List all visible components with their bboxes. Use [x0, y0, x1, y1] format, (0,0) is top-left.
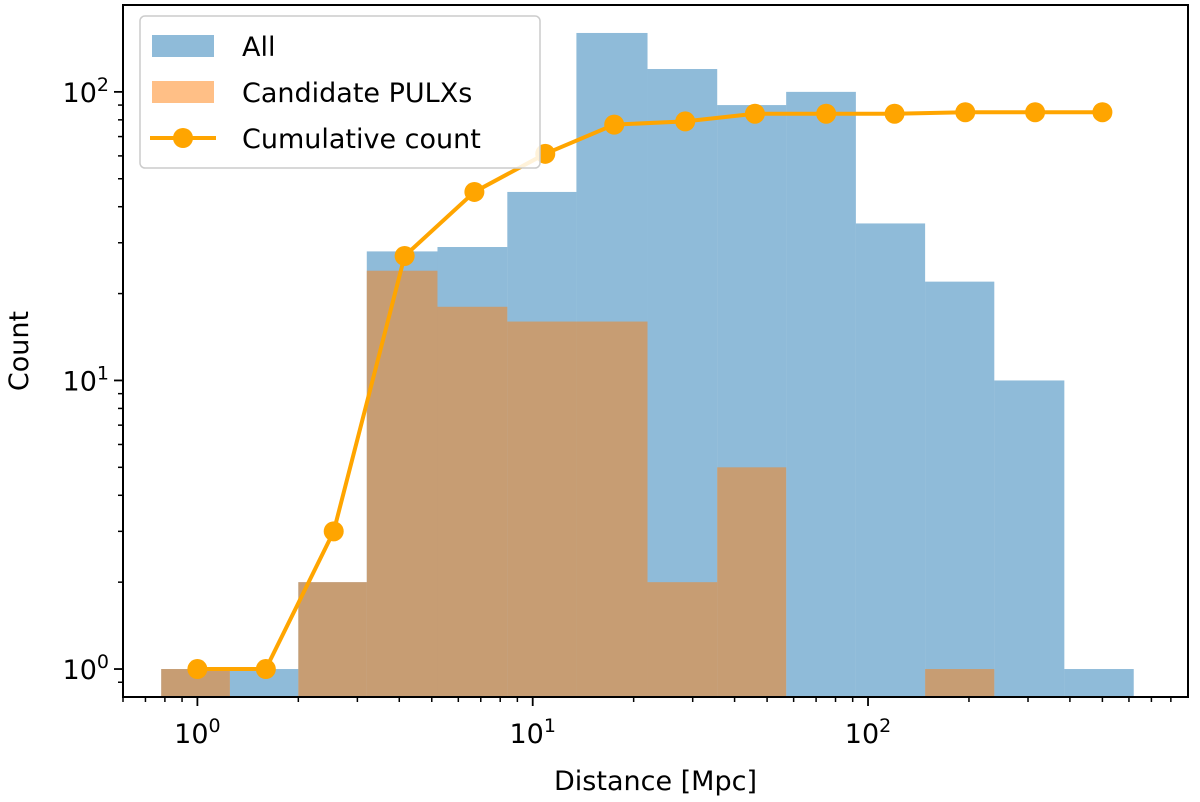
- cumulative-point: [955, 102, 976, 123]
- x-tick-label-exp: 1: [544, 715, 556, 737]
- candidate-bar: [507, 321, 577, 697]
- y-axis-label: Count: [4, 311, 35, 391]
- x-tick-label-exp: 0: [209, 715, 221, 737]
- y-tick-label-exp: 0: [97, 651, 109, 673]
- candidate-bar: [925, 669, 995, 697]
- x-tick-label-base: 10: [174, 719, 208, 750]
- candidate-bar: [298, 582, 367, 697]
- cumulative-point: [394, 245, 415, 266]
- legend-label: Candidate PULXs: [242, 78, 472, 109]
- x-axis-label: Distance [Mpc]: [554, 766, 757, 797]
- all-bar: [1064, 669, 1134, 697]
- cumulative-point: [884, 103, 905, 124]
- legend-swatch-cumulative-marker: [173, 128, 193, 148]
- plot-frame: [122, 4, 1189, 698]
- cumulative-point: [464, 181, 485, 202]
- x-tick-label-base: 10: [509, 719, 543, 750]
- candidate-histogram: [161, 270, 995, 697]
- cumulative-point: [187, 659, 208, 680]
- cumulative-point: [816, 103, 837, 124]
- cumulative-point: [1025, 102, 1046, 123]
- y-tick-label: 100: [63, 651, 109, 686]
- x-tick-label: 101: [509, 715, 555, 750]
- cumulative-path: [197, 110, 1103, 672]
- cumulative-point: [604, 114, 625, 135]
- legend-label: Cumulative count: [242, 124, 481, 155]
- candidate-bar: [366, 270, 438, 697]
- legend-box: [139, 15, 541, 169]
- x-tick-label-exp: 2: [879, 715, 891, 737]
- y-tick-label-exp: 2: [97, 74, 109, 96]
- legend-label: All: [242, 32, 275, 63]
- legend-swatch-all: [152, 35, 214, 57]
- legend: All Candidate PULXs Cumulative count: [139, 15, 541, 169]
- cumulative-point: [323, 521, 344, 542]
- cumulative-point: [1092, 102, 1113, 123]
- all-bar: [786, 91, 856, 698]
- y-tick-label-exp: 1: [97, 362, 109, 384]
- cumulative-point: [744, 103, 765, 124]
- x-tick-label: 102: [845, 715, 891, 750]
- y-tick-label-base: 10: [63, 655, 97, 686]
- all-bar: [855, 223, 926, 697]
- y-tick-label-base: 10: [63, 366, 97, 397]
- candidate-bar: [576, 321, 648, 697]
- y-tick-label: 101: [63, 362, 109, 397]
- all-bar: [994, 380, 1065, 697]
- y-tick-label-base: 10: [63, 78, 97, 109]
- all-bar: [925, 281, 995, 697]
- candidate-bar: [717, 467, 787, 697]
- candidate-bar: [437, 306, 508, 697]
- y-tick-label: 102: [63, 74, 109, 109]
- cumulative-point: [255, 659, 276, 680]
- x-tick-label-base: 10: [845, 719, 879, 750]
- cumulative-point: [675, 111, 696, 132]
- cumulative-line: [187, 102, 1113, 680]
- x-tick-label: 100: [174, 715, 220, 750]
- legend-swatch-candidate: [152, 81, 214, 103]
- candidate-bar: [647, 582, 718, 697]
